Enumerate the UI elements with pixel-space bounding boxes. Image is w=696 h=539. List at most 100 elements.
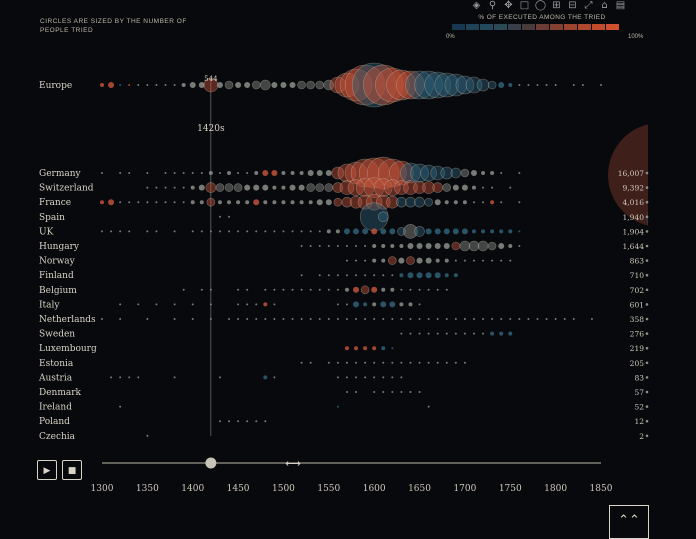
country-dot (198, 184, 205, 191)
country-dot (375, 194, 391, 210)
country-dot (372, 258, 377, 263)
country-dot (371, 228, 378, 235)
country-dot (408, 302, 413, 307)
country-dot (355, 361, 358, 364)
legend-swatch-0 (452, 24, 465, 30)
europe-dot (306, 80, 315, 90)
country-dot (391, 347, 394, 350)
row-total-label: 863 (630, 257, 645, 266)
x-tick-label: 1700 (453, 484, 476, 494)
country-dot (290, 200, 295, 205)
row-total-dot (645, 361, 649, 365)
row-label: France (39, 198, 71, 208)
home-icon[interactable]: ⌂ (601, 0, 608, 11)
plotly-logo-icon[interactable]: ▤ (615, 0, 626, 11)
country-dot (182, 172, 185, 174)
row-total-label: 57 (634, 388, 644, 397)
europe-dot (600, 84, 602, 86)
legend-swatch-2 (480, 24, 493, 30)
country-dot (273, 230, 276, 233)
country-dot (398, 257, 405, 264)
country-dot (491, 318, 494, 320)
row-label: Denmark (39, 388, 82, 398)
country-dot (146, 186, 149, 189)
country-dot (237, 303, 240, 306)
country-dot (424, 197, 433, 207)
pan-icon[interactable]: ✥ (504, 0, 513, 11)
country-dot (490, 229, 495, 234)
country-dot (409, 391, 412, 393)
zoom-in-icon[interactable]: ⊞ (552, 0, 561, 11)
country-dot (468, 240, 480, 252)
europe-dot (362, 64, 404, 106)
zoom-out-icon[interactable]: ⊟ (568, 0, 577, 11)
country-dot (209, 303, 212, 306)
country-dot (332, 182, 344, 193)
legend-low-label: 0% (446, 34, 455, 40)
country-dot (472, 332, 475, 335)
country-dot (420, 164, 437, 182)
country-dot (164, 186, 167, 189)
country-dot (397, 227, 406, 236)
country-dot (362, 228, 369, 235)
country-dot (262, 184, 269, 191)
row-label: Ireland (39, 403, 72, 413)
country-dot (146, 434, 149, 437)
country-dot (389, 301, 396, 308)
country-dot (119, 303, 122, 306)
country-dot (390, 244, 395, 248)
country-dot (407, 243, 414, 249)
row-total-label: 83 (634, 373, 644, 382)
country-dot (273, 318, 276, 320)
lasso-icon[interactable]: ◯ (534, 0, 547, 11)
europe-dot (424, 71, 451, 99)
legend-swatch-6 (536, 24, 549, 30)
stop-button[interactable]: ■ (62, 460, 82, 480)
europe-dot (297, 80, 306, 90)
europe-dot (155, 84, 158, 86)
country-dot (331, 166, 345, 180)
country-dot (255, 230, 258, 233)
country-dot (382, 274, 385, 277)
country-dot (418, 303, 421, 306)
play-button[interactable]: ▶ (37, 460, 57, 480)
country-dot (518, 318, 521, 320)
country-dot (518, 201, 521, 204)
country-dot (453, 200, 458, 205)
country-dot (436, 288, 439, 291)
camera-icon[interactable]: ◈ (472, 0, 481, 11)
country-dot (155, 201, 158, 204)
zoom-icon[interactable]: ⚲ (488, 0, 497, 11)
country-dot (434, 228, 441, 235)
scroll-top-button[interactable]: ⌃⌃ (609, 505, 649, 539)
country-dot (472, 259, 475, 262)
country-dot (590, 318, 593, 320)
row-label: Czechia (39, 432, 76, 442)
country-dot (237, 288, 240, 291)
country-dot (443, 243, 450, 249)
country-dot (318, 274, 321, 277)
country-dot (508, 244, 513, 248)
country-dot (345, 303, 348, 306)
country-dot (481, 171, 486, 175)
europe-dot (251, 80, 261, 90)
country-dot (355, 318, 358, 320)
country-dot (191, 172, 194, 174)
autoscale-icon[interactable]: ⤢ (584, 0, 593, 11)
country-dot (382, 361, 385, 364)
country-dot (272, 200, 277, 205)
country-dot (200, 172, 203, 174)
europe-dot (100, 83, 104, 87)
country-dot (508, 331, 513, 336)
country-dot (119, 201, 122, 204)
country-dot (381, 244, 386, 248)
europe-dot (164, 84, 167, 86)
country-dot (327, 274, 330, 277)
country-dot (509, 186, 512, 189)
x-tick-label: 1650 (408, 484, 431, 494)
europe-dot (329, 76, 347, 94)
country-dot (327, 245, 330, 247)
country-dot (371, 286, 378, 293)
box-select-icon[interactable]: □ (519, 0, 530, 11)
country-dot (355, 274, 358, 277)
